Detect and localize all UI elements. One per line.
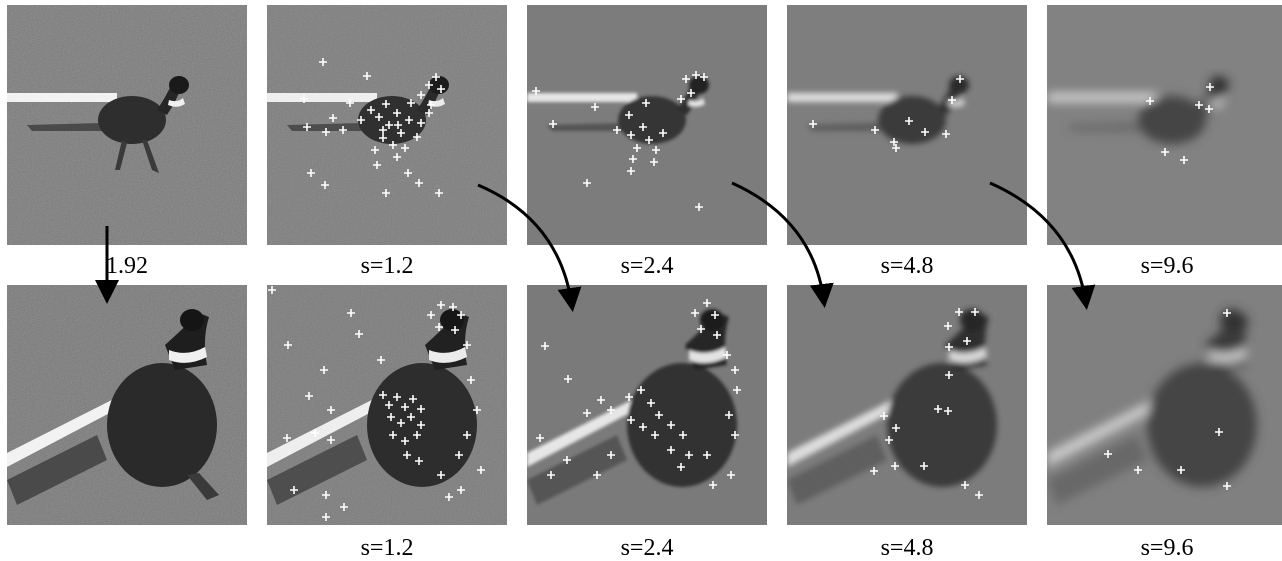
- top-scale-4-8-image: [787, 5, 1027, 245]
- top-caption-s1: s=1.2: [360, 253, 414, 279]
- bottom-caption-s1: s=1.2: [360, 535, 414, 561]
- keypoint-markers: [300, 58, 445, 197]
- top-caption-s3: s=4.8: [880, 253, 934, 279]
- top-scale-1-2-image: [267, 5, 507, 245]
- top-scale-9-6-image: [1047, 5, 1282, 245]
- bottom-scale-9-6-image: [1047, 285, 1282, 525]
- bottom-scale-4-8-image: [787, 285, 1027, 525]
- bottom-scale-1-2-image: [267, 285, 507, 525]
- bottom-scale-2-4-image: [527, 285, 767, 525]
- top-scale-2-4-image: [527, 5, 767, 245]
- top-original-image: [7, 5, 247, 245]
- scale-ratio-label: 1.92: [106, 253, 148, 279]
- bottom-caption-s4: s=9.6: [1140, 535, 1194, 561]
- bottom-caption-s2: s=2.4: [620, 535, 674, 561]
- bottom-caption-s3: s=4.8: [880, 535, 934, 561]
- bottom-original-image: [7, 285, 247, 525]
- top-caption-s2: s=2.4: [620, 253, 674, 279]
- top-caption-s4: s=9.6: [1140, 253, 1194, 279]
